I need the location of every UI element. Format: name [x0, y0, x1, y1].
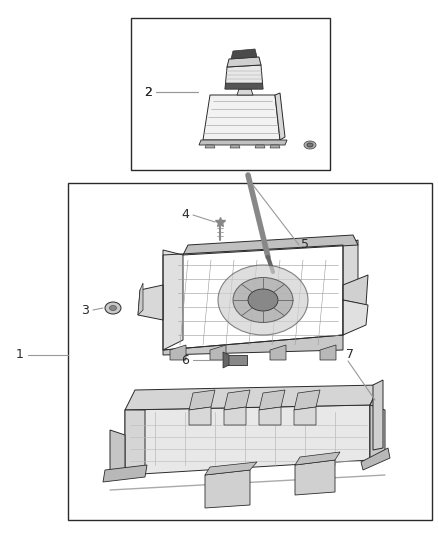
- Polygon shape: [255, 145, 265, 148]
- Polygon shape: [138, 285, 163, 320]
- Polygon shape: [103, 465, 147, 482]
- Polygon shape: [231, 49, 257, 59]
- Polygon shape: [294, 390, 320, 410]
- Polygon shape: [203, 95, 280, 140]
- Polygon shape: [370, 405, 385, 460]
- Bar: [131, 18, 330, 170]
- Polygon shape: [199, 140, 287, 145]
- Text: 1: 1: [16, 349, 24, 361]
- Polygon shape: [295, 460, 335, 495]
- Ellipse shape: [248, 289, 278, 311]
- Polygon shape: [343, 300, 368, 335]
- Polygon shape: [270, 145, 280, 148]
- Polygon shape: [227, 57, 261, 67]
- Polygon shape: [170, 345, 186, 360]
- Ellipse shape: [307, 143, 313, 147]
- Polygon shape: [125, 405, 370, 475]
- Polygon shape: [225, 83, 263, 89]
- Ellipse shape: [105, 302, 121, 314]
- Polygon shape: [125, 385, 380, 410]
- Polygon shape: [223, 352, 229, 368]
- Polygon shape: [343, 275, 368, 305]
- Ellipse shape: [218, 265, 308, 335]
- Text: 6: 6: [181, 353, 189, 367]
- Polygon shape: [225, 65, 263, 89]
- Polygon shape: [189, 390, 215, 410]
- Polygon shape: [259, 407, 281, 425]
- Polygon shape: [138, 283, 143, 315]
- Text: 5: 5: [301, 238, 309, 252]
- Polygon shape: [205, 145, 215, 148]
- Polygon shape: [163, 335, 343, 355]
- Polygon shape: [294, 407, 316, 425]
- Polygon shape: [343, 240, 358, 335]
- Polygon shape: [259, 390, 285, 410]
- Text: 4: 4: [181, 208, 189, 222]
- Polygon shape: [370, 385, 380, 460]
- Ellipse shape: [233, 278, 293, 322]
- Polygon shape: [361, 448, 390, 470]
- Polygon shape: [295, 452, 340, 465]
- Polygon shape: [205, 470, 250, 508]
- Polygon shape: [224, 390, 250, 410]
- Polygon shape: [223, 355, 247, 365]
- Bar: [68, 183, 432, 520]
- Polygon shape: [205, 462, 257, 475]
- Polygon shape: [210, 345, 226, 360]
- Polygon shape: [189, 407, 211, 425]
- Ellipse shape: [304, 141, 316, 149]
- Ellipse shape: [110, 305, 117, 311]
- Polygon shape: [110, 430, 125, 475]
- Text: 2: 2: [144, 85, 152, 99]
- Polygon shape: [163, 250, 183, 350]
- Polygon shape: [320, 345, 336, 360]
- Polygon shape: [125, 410, 145, 475]
- Text: 2: 2: [144, 85, 152, 99]
- Polygon shape: [183, 235, 358, 255]
- Polygon shape: [270, 345, 286, 360]
- Text: 3: 3: [81, 303, 89, 317]
- Polygon shape: [230, 145, 240, 148]
- Polygon shape: [224, 407, 246, 425]
- Polygon shape: [373, 380, 383, 450]
- Polygon shape: [237, 89, 253, 95]
- Text: 7: 7: [346, 349, 354, 361]
- Polygon shape: [275, 93, 285, 140]
